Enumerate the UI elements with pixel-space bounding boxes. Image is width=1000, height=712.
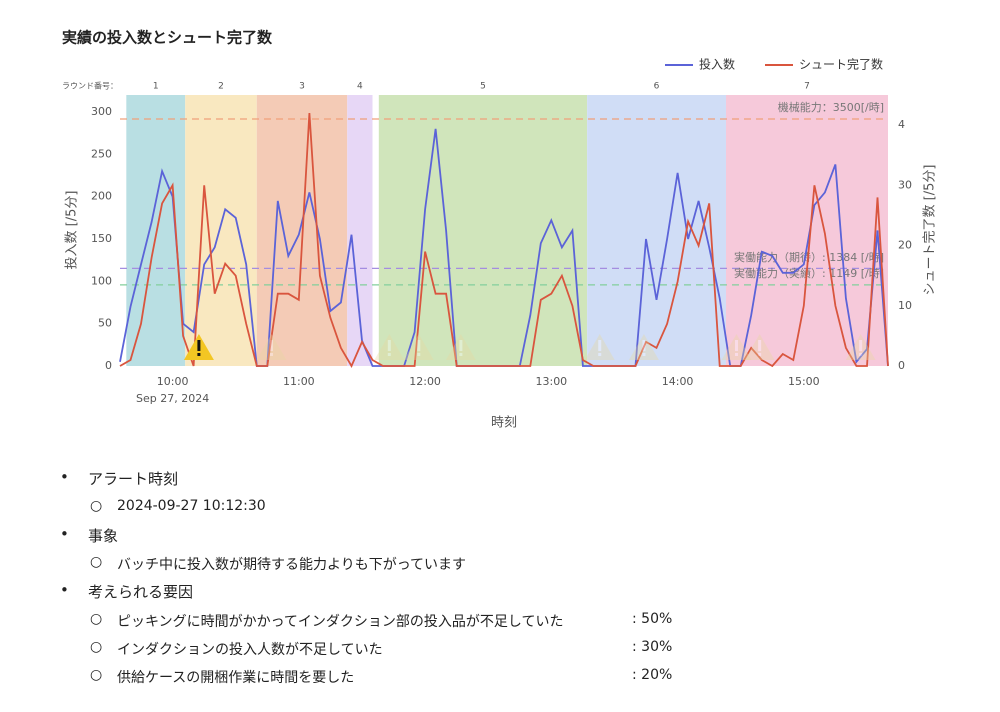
round-label: 7 — [804, 82, 810, 92]
alert-triangle — [845, 334, 876, 360]
x-tick-label: 10:00 — [157, 375, 189, 388]
alert-bang — [598, 340, 602, 351]
reference-label: 機械能力：3500[/時] — [778, 100, 884, 114]
y-tick-label: 100 — [91, 274, 112, 287]
reference-label: 実働能力（期待）: 1384 [/時] — [734, 250, 884, 264]
round-band — [378, 95, 588, 366]
alert-triangle — [374, 334, 405, 360]
alert-dot — [197, 353, 201, 356]
alert-icon — [628, 334, 659, 360]
list-heading: アラート時刻 — [88, 470, 179, 488]
round-label: 2 — [218, 82, 224, 92]
round-label: 1 — [153, 82, 159, 92]
alert-icon — [744, 334, 775, 360]
alert-icon — [445, 334, 476, 360]
y2-tick-label: 10 — [898, 299, 912, 312]
y2-tick-label: 30 — [898, 178, 912, 191]
alert-triangle — [628, 334, 659, 360]
list-item: ピッキングに時間がかかってインダクション部の投入品が不足していた — [117, 614, 564, 630]
sub-bullet: ○ — [90, 667, 103, 683]
alert-icon — [256, 334, 287, 360]
alert-icon — [183, 334, 214, 360]
bullet: • — [60, 468, 69, 486]
legend-label: 投入数 — [699, 57, 735, 72]
list-item: 2024-09-27 10:12:30 — [117, 498, 266, 514]
alert-triangle — [445, 334, 476, 360]
y2-tick-label: 4 — [898, 118, 905, 131]
list-share: : 30% — [632, 639, 673, 655]
alert-icon — [403, 334, 434, 360]
alert-dot — [417, 353, 421, 356]
round-label: 5 — [480, 82, 486, 92]
alert-bang — [642, 340, 646, 351]
round-label: 3 — [299, 82, 305, 92]
alert-icon — [374, 334, 405, 360]
y-tick-label: 300 — [91, 105, 112, 118]
y-tick-label: 150 — [91, 232, 112, 245]
y2-tick-label: 20 — [898, 239, 912, 252]
alert-dot — [758, 353, 762, 356]
x-tick-label: 13:00 — [535, 375, 567, 388]
sub-bullet: ○ — [90, 554, 103, 570]
alert-bang — [387, 340, 391, 351]
y-axis-label: 投入数 [/5分] — [64, 191, 80, 270]
list-item: 供給ケースの開梱作業に時間を要した — [117, 670, 355, 686]
sub-bullet: ○ — [90, 498, 103, 514]
alert-bang — [859, 340, 863, 351]
alert-icon — [721, 334, 752, 360]
x-tick-label: 14:00 — [662, 375, 694, 388]
alert-dot — [859, 353, 863, 356]
chart-title: 実績の投入数とシュート完了数 — [62, 29, 273, 47]
alert-dot — [387, 353, 391, 356]
reference-label: 実働能力（実績）: 1149 [/時] — [734, 266, 884, 280]
alert-triangle — [744, 334, 775, 360]
chart: 実績の投入数とシュート完了数 時刻 投入数 [/5分] シュート完了数 [/5分… — [62, 29, 938, 431]
y-tick-label: 200 — [91, 190, 112, 203]
x-tick-date: Sep 27, 2024 — [136, 392, 209, 405]
alert-icon — [845, 334, 876, 360]
x-tick-label: 12:00 — [409, 375, 441, 388]
alert-triangle — [403, 334, 434, 360]
round-band — [725, 95, 888, 366]
x-tick-label: 11:00 — [283, 375, 315, 388]
alert-icon — [584, 334, 615, 360]
x-axis-label: 時刻 — [491, 416, 517, 431]
alert-dot — [459, 353, 463, 356]
legend-label: シュート完了数 — [799, 57, 883, 72]
y-tick-label: 250 — [91, 147, 112, 160]
y-tick-label: 50 — [98, 317, 112, 330]
list-heading: 考えられる要因 — [88, 583, 194, 601]
list-heading: 事象 — [88, 527, 119, 545]
list-item: インダクションの投入人数が不足していた — [117, 642, 383, 658]
series-line — [119, 113, 889, 368]
alert-bang — [269, 340, 273, 351]
alert-dot — [642, 353, 646, 356]
alert-triangle — [584, 334, 615, 360]
alert-triangle — [256, 334, 287, 360]
alert-bang — [758, 340, 762, 351]
y-tick-label: 0 — [105, 359, 112, 372]
round-label: 4 — [357, 82, 363, 92]
alert-bang — [735, 340, 739, 351]
list-share: : 50% — [632, 611, 673, 627]
alert-bang — [459, 340, 463, 351]
bullet: • — [60, 581, 69, 599]
sub-bullet: ○ — [90, 611, 103, 627]
alert-dot — [735, 353, 739, 356]
alert-triangle — [721, 334, 752, 360]
list-share: : 20% — [632, 667, 673, 683]
y2-tick-label: 0 — [898, 359, 905, 372]
x-tick-label: 15:00 — [788, 375, 820, 388]
alert-bang — [197, 340, 201, 351]
list-item: バッチ中に投入数が期待する能力よりも下がっています — [117, 557, 467, 573]
rounds-label: ラウンド番号： — [62, 81, 118, 91]
alert-dot — [269, 353, 273, 356]
alert-bang — [417, 340, 421, 351]
sub-bullet: ○ — [90, 639, 103, 655]
y2-axis-label: シュート完了数 [/5分] — [923, 165, 938, 296]
alert-dot — [598, 353, 602, 356]
round-label: 6 — [654, 82, 660, 92]
bullet: • — [60, 525, 69, 543]
